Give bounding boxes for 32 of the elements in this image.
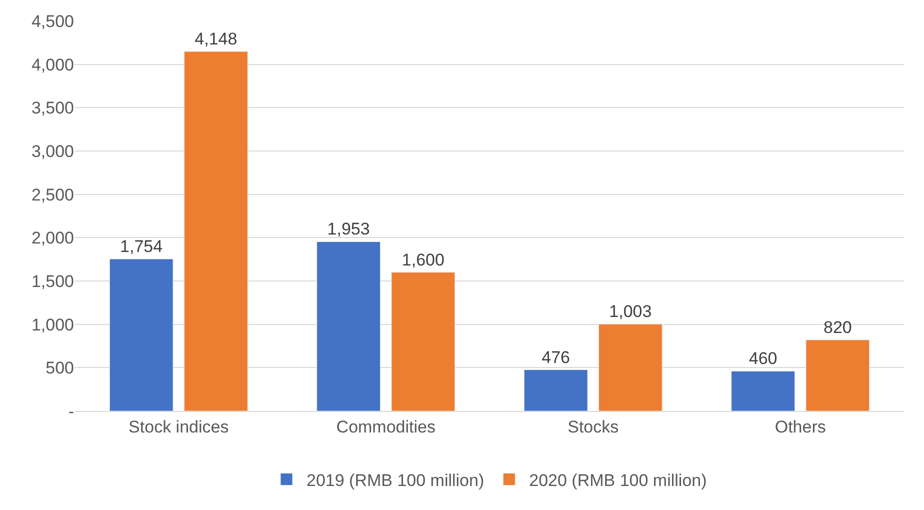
- legend-label: 2019 (RMB 100 million): [306, 470, 484, 490]
- y-tick-label: 1,000: [31, 315, 74, 334]
- y-tick-label: 3,000: [31, 142, 74, 161]
- y-tick-label: 1,500: [31, 272, 74, 291]
- bar: [731, 370, 796, 411]
- bar: [598, 324, 662, 411]
- x-tick-label: Stocks: [568, 417, 619, 436]
- bar: [109, 258, 174, 411]
- data-label: 4,148: [194, 30, 238, 49]
- data-label: 476: [542, 348, 570, 367]
- bar: [316, 241, 381, 411]
- bar: [524, 370, 588, 411]
- y-tick-label: 500: [46, 358, 74, 378]
- legend-label: 2020 (RMB 100 million): [529, 470, 707, 490]
- data-label: 1,003: [609, 302, 652, 322]
- y-tick-label: -: [68, 402, 74, 421]
- bar: [806, 340, 870, 411]
- x-tick-label: Commodities: [336, 417, 436, 436]
- y-tick-label: 4,000: [31, 55, 74, 74]
- y-tick-label: 2,500: [31, 185, 74, 204]
- x-tick-label: Stock indices: [128, 417, 229, 436]
- bar: [391, 272, 456, 411]
- data-label: 1,953: [327, 220, 370, 239]
- x-tick-label: Others: [774, 417, 826, 436]
- y-tick-label: 3,500: [31, 98, 74, 118]
- data-label: 1,754: [120, 236, 163, 256]
- y-tick-label: 2,000: [31, 228, 74, 248]
- data-label: 820: [823, 318, 852, 337]
- y-tick-label: 4,500: [31, 12, 74, 31]
- data-label: 1,600: [402, 250, 444, 270]
- data-label: 460: [748, 349, 778, 368]
- bar: [184, 51, 248, 411]
